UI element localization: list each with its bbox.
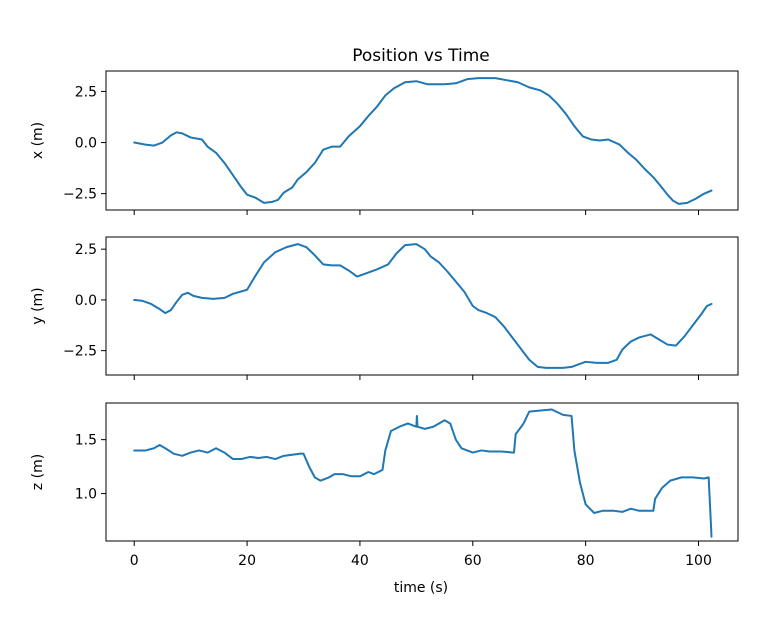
y-axis-label-3: z (m) xyxy=(30,454,46,490)
y-tick-label: 0.0 xyxy=(75,293,97,309)
axes-frame-3 xyxy=(105,402,739,542)
y-tick-label: 2.5 xyxy=(75,84,97,100)
series-line-3 xyxy=(133,408,713,538)
series-line-2 xyxy=(133,243,713,369)
subplot-1: 2.5 0.0 −2.5 x (m) xyxy=(30,70,739,215)
y-axis-label-1: x (m) xyxy=(30,122,46,159)
x-tick-label: 80 xyxy=(577,553,595,569)
y-tick-label: 1.5 xyxy=(75,433,97,449)
y-tick-label: 1.0 xyxy=(75,487,97,503)
x-tick-label: 60 xyxy=(464,553,482,569)
axes-frame-2 xyxy=(105,236,739,376)
x-tick-label: 0 xyxy=(130,553,139,569)
subplots: 2.5 0.0 −2.5 x (m) 2.5 0.0 −2.5 y (m) 1.5 1.0 0 20 4… xyxy=(30,70,739,569)
x-axis-label: time (s) xyxy=(394,580,448,596)
series-line-1 xyxy=(133,77,713,205)
x-tick-label: 40 xyxy=(351,553,369,569)
axes-frame-1 xyxy=(105,70,739,211)
y-tick-label: −2.5 xyxy=(63,344,97,360)
y-tick-label: −2.5 xyxy=(63,187,97,203)
y-axis-label-2: y (m) xyxy=(30,287,46,324)
y-tick-label: 0.0 xyxy=(75,136,97,152)
x-tick-label: 20 xyxy=(238,553,256,569)
subplot-2: 2.5 0.0 −2.5 y (m) xyxy=(30,236,739,380)
subplot-3: 1.5 1.0 0 20 40 60 80 100 z (m) xyxy=(30,402,739,569)
y-tick-label: 2.5 xyxy=(75,242,97,258)
x-tick-label: 100 xyxy=(685,553,712,569)
chart-title: Position vs Time xyxy=(352,46,490,66)
